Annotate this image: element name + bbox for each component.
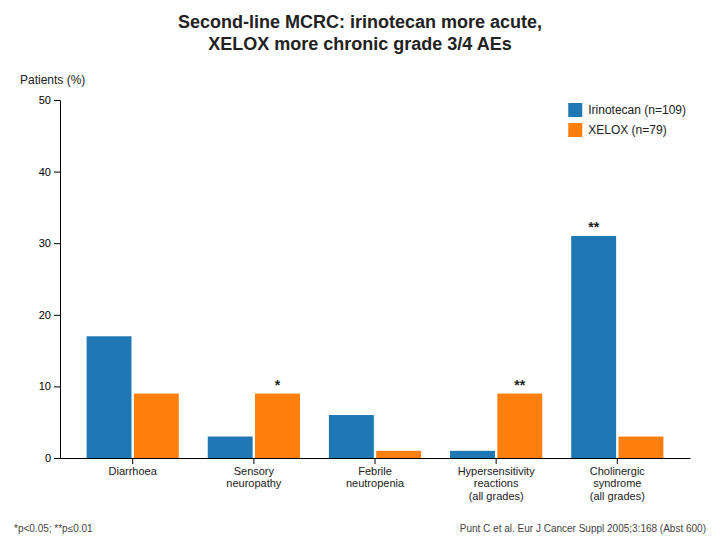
annotation: * [275,377,281,393]
bar [134,394,179,458]
y-tick-mark [54,458,60,459]
annotations: ***** [275,219,600,393]
y-tick: 0 [45,452,60,464]
y-tick-mark [54,172,60,173]
y-tick-mark [54,315,60,316]
annotation: ** [514,377,525,393]
y-axis-title: Patients (%) [20,73,85,87]
series [87,236,617,458]
y-tick: 10 [39,380,60,392]
series [134,394,664,458]
title: Second-line MCRC: irinotecan more acute,… [178,12,542,54]
y-tick-label: 20 [39,309,51,321]
x-tick: Diarrhoea [109,458,158,477]
x-tick-label: Sensoryneuropathy [226,465,282,490]
y-tick-mark [54,100,60,101]
y-tick-mark [54,243,60,244]
y-axis: 0 10 20 30 40 50 [39,94,61,464]
y-axis-line [54,101,61,459]
legend-swatch [568,123,582,137]
bar [618,437,663,458]
x-axis: Diarrhoea Sensoryneuropathy Febrileneutrop… [61,458,691,502]
x-tick-label: Diarrhoea [109,465,158,477]
x-tick: Cholinergicsyndrome(all grades) [590,458,646,502]
x-tick-label: Hypersensitivityreactions(all grades) [458,465,536,502]
legend-item: XELOX (n=79) [568,123,666,137]
bar [571,236,616,458]
x-tick-mark [617,458,618,464]
x-tick: Febrileneutropenia [346,458,405,489]
bar [497,394,542,458]
chart: Second-line MCRC: irinotecan more acute,… [0,0,720,540]
x-tick-mark [253,458,254,464]
bar [255,394,300,458]
footnote: *p<0.05; **p≤0.01 [14,523,93,534]
y-tick-mark [54,386,60,387]
legend: Irinotecan (n=109) XELOX (n=79) [568,103,686,137]
x-tick: Hypersensitivityreactions(all grades) [458,458,536,502]
bars [87,236,664,458]
bar [329,415,374,458]
x-tick-mark [375,458,376,464]
x-tick-label: Febrileneutropenia [346,465,405,490]
y-tick: 50 [39,94,60,106]
bar [87,336,132,458]
y-tick: 40 [39,166,60,178]
footnote: Punt C et al. Eur J Cancer Suppl 2005;3:… [460,523,706,534]
x-tick-mark [496,458,497,464]
plot: 0 10 20 30 40 50 Diarrhoea Sensoryneuropathy Feb… [39,94,691,502]
annotation: ** [588,219,599,235]
y-tick: 20 [39,309,60,321]
y-tick-label: 30 [39,237,51,249]
y-tick-label: 40 [39,166,51,178]
y-tick-label: 0 [45,452,51,464]
x-tick: Sensoryneuropathy [226,458,282,489]
y-tick-label: 10 [39,380,51,392]
y-tick: 30 [39,237,60,249]
legend-label: XELOX (n=79) [588,123,666,137]
x-tick-label: Cholinergicsyndrome(all grades) [590,465,646,502]
legend-swatch [568,103,582,117]
legend-item: Irinotecan (n=109) [568,103,686,117]
bar [450,451,495,458]
y-tick-label: 50 [39,94,51,106]
x-tick-mark [132,458,133,464]
bar [208,437,253,458]
legend-label: Irinotecan (n=109) [588,103,686,117]
bar [376,451,421,458]
